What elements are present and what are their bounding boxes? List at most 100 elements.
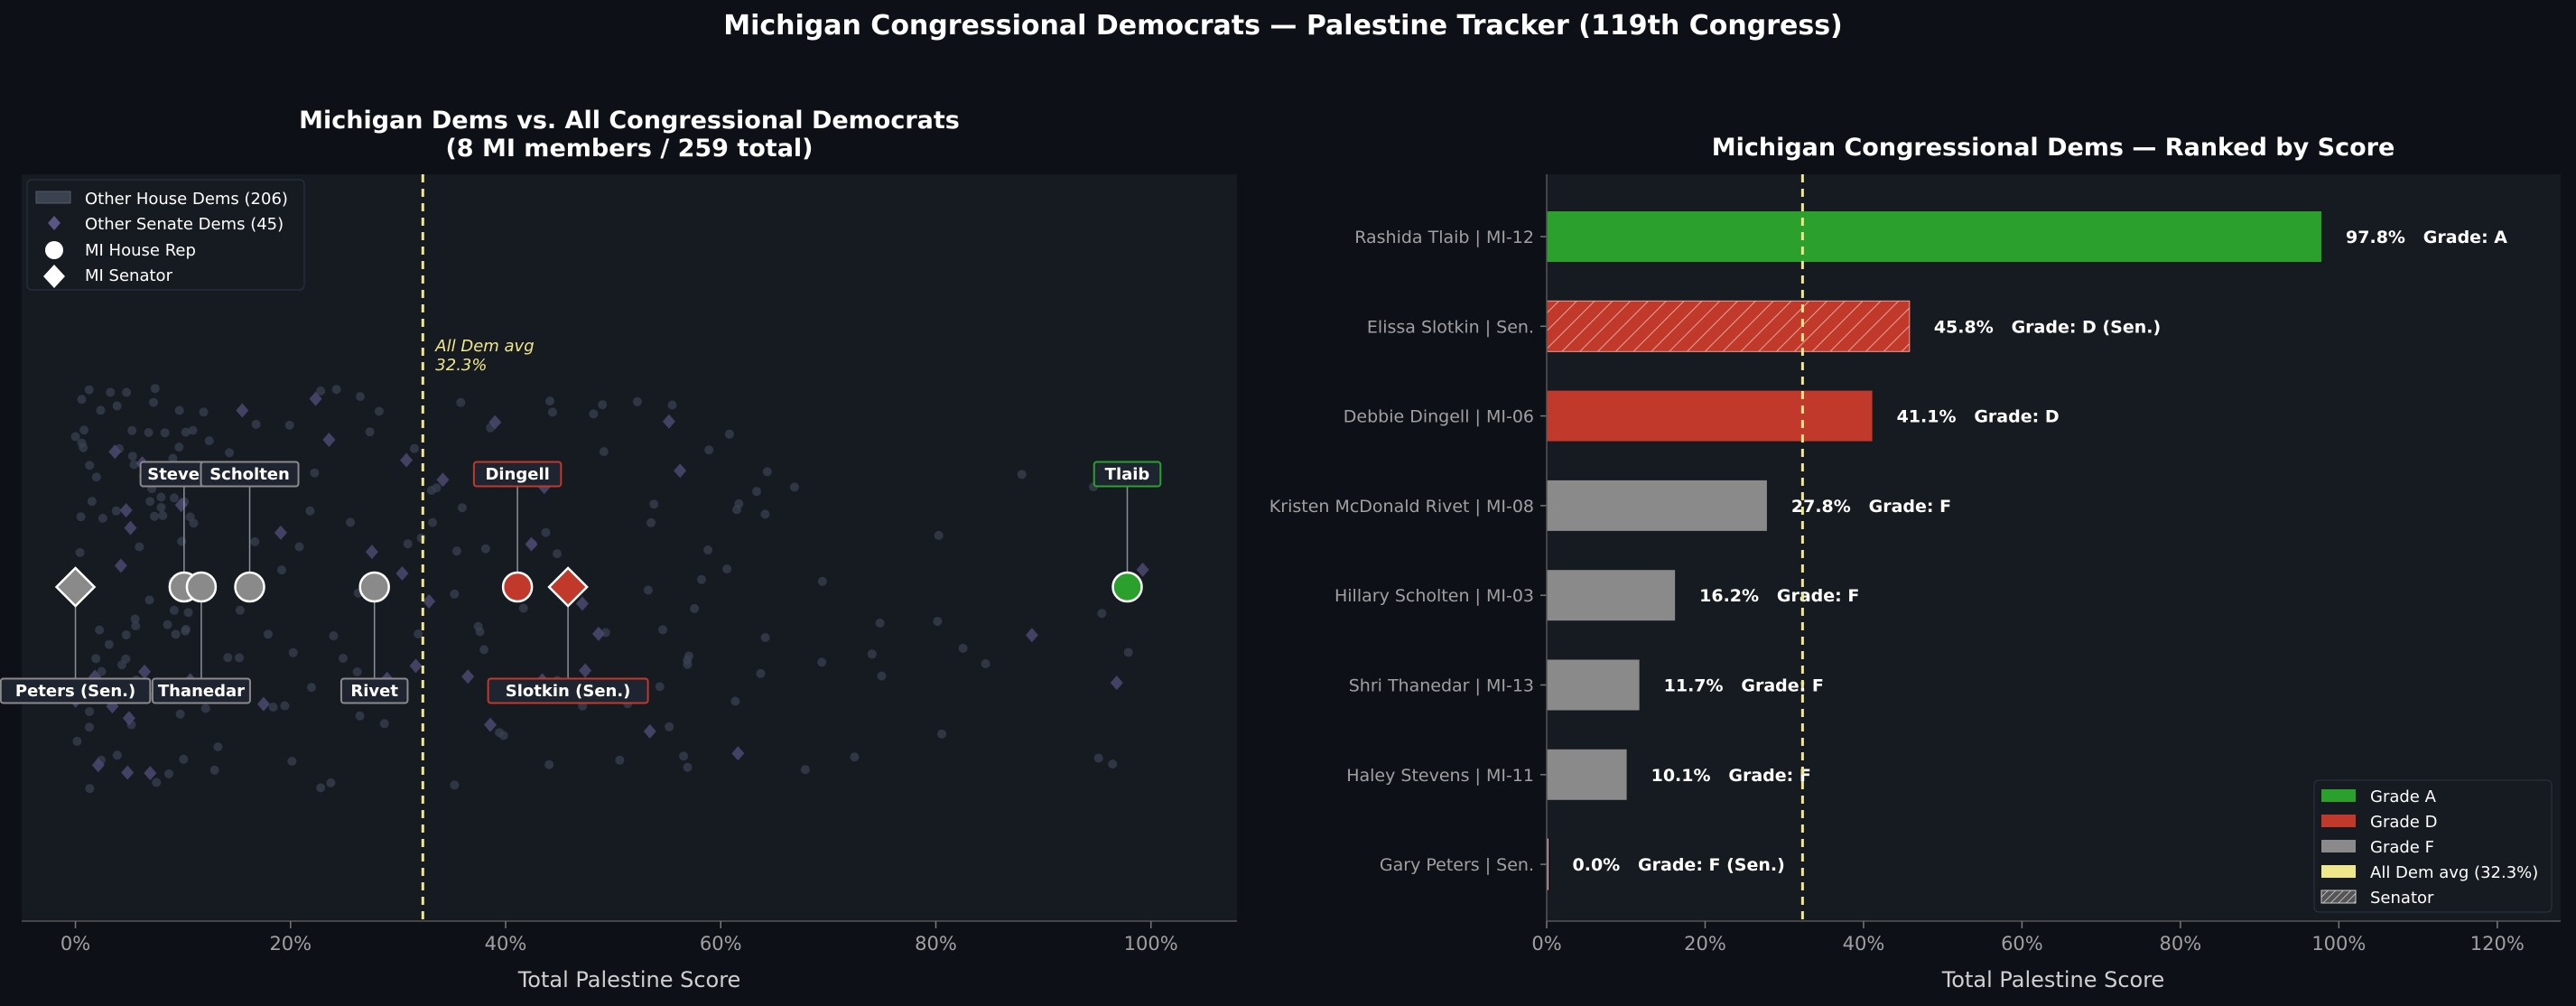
other-house-dem-point	[117, 660, 126, 670]
mi-member-label: Scholten	[209, 465, 290, 484]
other-house-dem-point	[730, 696, 740, 706]
other-house-dem-point	[379, 719, 389, 729]
other-house-dem-point	[130, 614, 140, 624]
other-senate-dem-point	[236, 403, 249, 418]
other-house-dem-point	[235, 653, 244, 663]
other-house-dem-point	[144, 428, 153, 437]
other-house-dem-point	[1093, 753, 1103, 763]
other-house-dem-point	[72, 736, 82, 746]
other-house-dem-point	[183, 608, 193, 618]
bar-category-label: Debbie Dingell | MI-06	[1344, 407, 1534, 427]
other-house-dem-point	[734, 498, 744, 508]
other-senate-dem-point	[579, 663, 592, 678]
scatter-panel: Michigan Dems vs. All Congressional Demo…	[0, 107, 1237, 992]
other-house-dem-point	[150, 511, 160, 521]
mi-house-marker	[358, 571, 390, 603]
other-house-dem-point	[684, 651, 693, 661]
bar-category-label: Haley Stevens | MI-11	[1346, 766, 1534, 786]
other-house-dem-point	[703, 545, 713, 554]
mi-member-label-box	[339, 677, 409, 704]
other-house-dem-point	[329, 631, 339, 641]
legend-label: Senator	[2370, 889, 2434, 908]
other-house-dem-point	[724, 429, 734, 439]
other-house-dem-point	[87, 497, 97, 507]
other-house-dem-point	[179, 754, 189, 764]
other-house-dem-point	[409, 443, 419, 453]
other-senate-dem-point	[119, 503, 133, 518]
x-tick-label: 80%	[915, 933, 957, 955]
other-house-dem-point	[174, 405, 184, 415]
other-house-dem-point	[958, 643, 968, 653]
other-house-dem-point	[152, 778, 162, 787]
other-senate-dem-point	[409, 658, 423, 674]
other-house-dem-point	[171, 629, 181, 639]
other-house-dem-point	[223, 653, 233, 663]
other-house-dem-point	[235, 605, 245, 615]
other-house-dem-point	[75, 547, 85, 557]
bar	[1546, 300, 1911, 352]
other-house-dem-point	[95, 625, 105, 635]
other-house-dem-point	[131, 621, 141, 631]
other-house-dem-point	[875, 619, 885, 628]
other-house-dem-point	[177, 536, 187, 546]
other-house-dem-point	[77, 395, 87, 405]
other-house-dem-point	[756, 668, 766, 678]
x-tick-label: 60%	[700, 933, 742, 955]
bar-title: Michigan Congressional Dems — Ranked by …	[1712, 134, 2395, 162]
other-house-dem-point	[70, 432, 80, 442]
other-senate-dem-point	[1110, 675, 1123, 691]
other-senate-dem-point	[322, 432, 336, 447]
bar-value-label: 45.8% Grade: D (Sen.)	[1934, 317, 2161, 337]
other-house-dem-point	[632, 396, 642, 406]
other-house-dem-point	[867, 649, 877, 659]
other-house-dem-point	[250, 536, 260, 546]
other-house-dem-point	[287, 757, 297, 766]
bars: Rashida Tlaib | MI-12 97.8% Grade: A Eliss…	[1269, 211, 2507, 890]
other-house-dem-point	[451, 546, 461, 556]
other-house-dem-point	[277, 565, 286, 575]
other-house-dem-point	[85, 707, 95, 716]
other-house-dem-point	[450, 780, 460, 790]
other-house-dem-point	[450, 589, 460, 599]
other-senate-dem-point	[108, 444, 122, 460]
other-house-dem-point	[98, 513, 107, 523]
other-house-dem-point	[111, 506, 121, 516]
bar	[1547, 211, 2322, 262]
other-house-dem-point	[752, 487, 761, 497]
other-house-dem-point	[356, 392, 365, 402]
other-senate-dem-point	[256, 696, 270, 712]
other-house-dem-point	[1097, 609, 1107, 619]
bar-value-label: 11.7% Grade: F	[1664, 676, 1824, 696]
other-senate-dem-point	[91, 758, 105, 773]
other-senate-dem-point	[400, 452, 414, 468]
mi-member-label-box	[0, 677, 152, 704]
bar-x-ticks: 0% 20% 40% 60% 80% 100% 120%	[1531, 921, 2525, 955]
legend-label: All Dem avg (32.3%)	[2370, 863, 2538, 882]
other-house-dem-point	[667, 400, 677, 410]
other-house-dem-point	[280, 701, 290, 711]
other-senate-dem-point	[674, 463, 687, 479]
other-senate-dem-point	[1025, 628, 1038, 643]
other-house-dem-point	[305, 506, 315, 516]
bar	[1547, 480, 1767, 531]
other-house-dem-point	[122, 387, 132, 397]
other-senate-dem-point	[138, 664, 152, 679]
x-tick-label: 120%	[2470, 933, 2525, 955]
other-house-dem-point	[683, 762, 693, 772]
other-house-dem-point	[403, 539, 413, 549]
scatter-x-ticks: 0% 20% 40% 60% 80% 100%	[60, 921, 1178, 955]
bar-category-label: Hillary Scholten | MI-03	[1334, 586, 1534, 606]
other-house-dem-point	[690, 603, 700, 613]
other-house-dem-point	[615, 755, 625, 765]
other-house-dem-point	[85, 722, 94, 732]
other-house-dem-point	[106, 387, 116, 397]
other-house-dem-point	[655, 682, 665, 692]
scatter-plot-area	[22, 174, 1237, 921]
mi-member-label: Slotkin (Sen.)	[506, 682, 631, 701]
other-house-dem-point	[112, 401, 122, 411]
x-tick-label: 0%	[1531, 933, 1561, 955]
other-house-dem-point	[145, 497, 155, 507]
other-house-dem-point	[760, 633, 770, 642]
other-house-dem-point	[104, 639, 114, 649]
other-house-dem-point	[679, 751, 689, 761]
